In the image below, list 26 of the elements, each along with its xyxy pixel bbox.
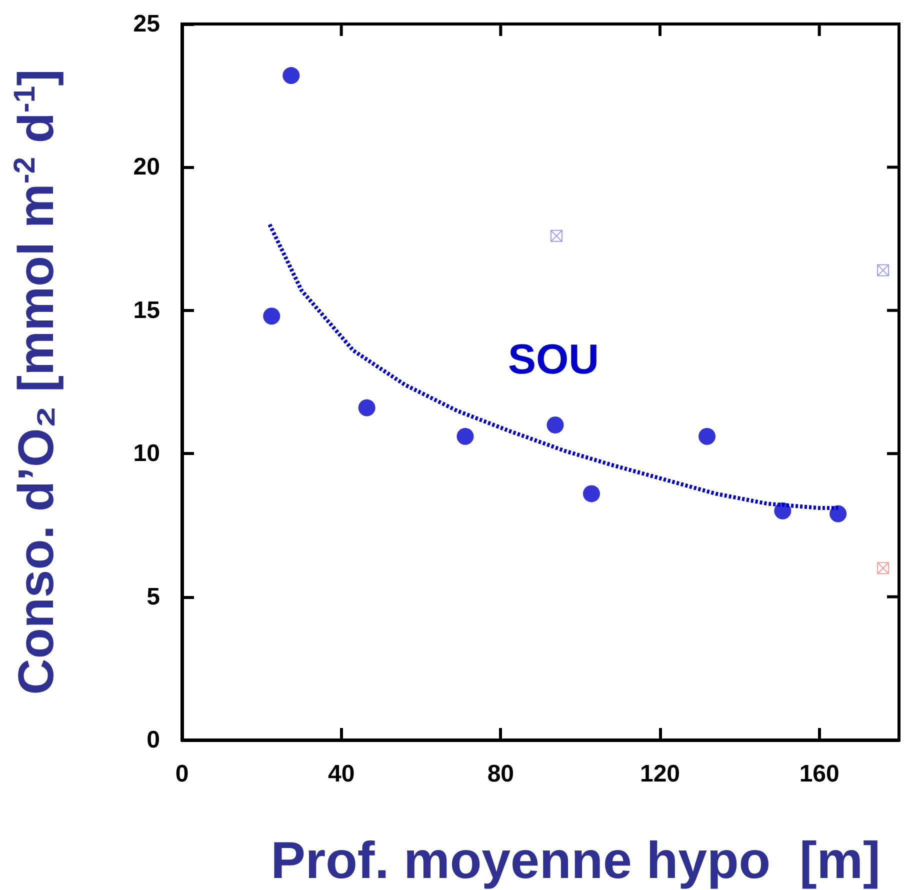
point <box>698 428 716 445</box>
y-tick-label: 10 <box>133 440 160 468</box>
x-tick-label: 120 <box>640 760 680 788</box>
annotation: SOU <box>508 336 600 382</box>
x-tick-label: 80 <box>487 760 514 788</box>
point <box>583 485 600 502</box>
y-tick-label: 15 <box>133 296 160 324</box>
y-tick-label: 0 <box>146 726 160 754</box>
x-axis-title: Prof. moyenne hypo [m] <box>270 832 880 890</box>
point <box>263 308 280 325</box>
y-tick-label: 20 <box>133 154 160 181</box>
x-tick-label: 0 <box>175 760 189 788</box>
point <box>877 562 890 574</box>
point <box>550 230 562 242</box>
y-tick-label: 25 <box>133 10 160 38</box>
point <box>774 502 792 520</box>
x-tick-label: 40 <box>328 760 355 788</box>
y-tick-label: 5 <box>146 583 160 610</box>
point <box>456 428 474 445</box>
point <box>877 264 890 276</box>
point <box>282 67 300 84</box>
x-tick-label: 160 <box>799 760 840 788</box>
point <box>546 416 564 434</box>
point <box>830 505 847 522</box>
point <box>358 399 376 416</box>
y-axis-title: Conso. d’O₂ [mmol m-2 d-1] <box>8 69 64 695</box>
